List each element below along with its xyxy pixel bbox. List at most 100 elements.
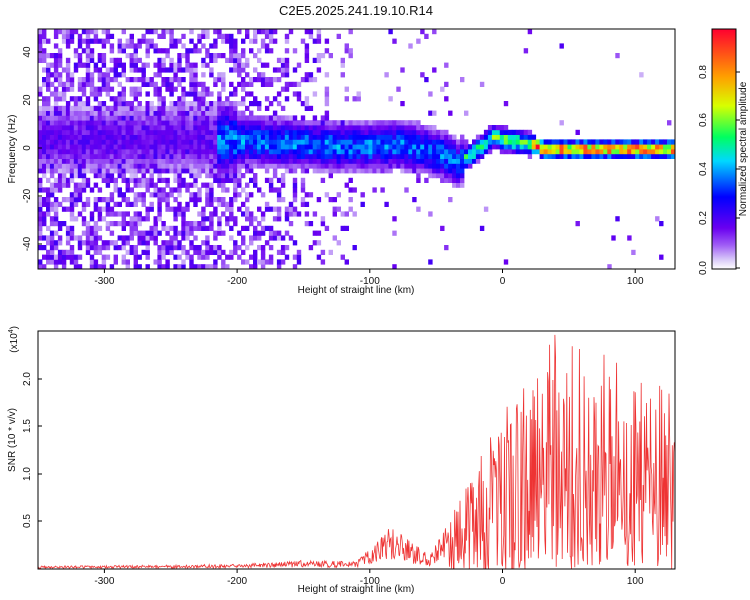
spectrogram-cell	[193, 91, 198, 97]
spectrogram-cell	[249, 168, 254, 174]
spectrogram-cell	[145, 177, 150, 183]
spectrogram-cell	[380, 139, 385, 145]
spectrogram-cell	[424, 139, 429, 145]
spectrogram-cell	[233, 67, 238, 73]
spectrogram-cell	[324, 96, 330, 102]
spectrogram-cell	[213, 120, 218, 126]
spectrogram-cell	[65, 235, 71, 241]
spectrogram-cell	[205, 86, 210, 92]
spectrogram-cell	[165, 48, 170, 54]
spectrogram-cell	[65, 144, 71, 150]
spectrogram-cell	[85, 67, 91, 73]
spectrogram-cell	[173, 120, 178, 126]
spectrogram-cell	[109, 67, 115, 73]
spectrogram-cell	[93, 197, 99, 203]
spectrogram-cell	[320, 53, 326, 59]
spectrogram-cell	[257, 29, 262, 35]
spectrogram-cell	[388, 158, 393, 164]
spectrogram-cell	[225, 206, 230, 212]
spectrogram-cell	[185, 158, 190, 164]
spectrogram-cell	[257, 153, 262, 159]
spectrogram-cell	[129, 144, 134, 150]
spectrogram-cell	[272, 216, 278, 222]
spectrogram-cell	[81, 101, 87, 107]
spectrogram-cell	[189, 259, 194, 265]
spectrogram-cell	[133, 259, 138, 265]
spectrogram-cell	[296, 254, 302, 260]
spectrogram-cell	[129, 77, 134, 83]
spectrogram-cell	[121, 153, 126, 159]
y-tick-label: 20	[22, 94, 33, 106]
spectrogram-cell	[332, 153, 337, 159]
spectrogram-cell	[93, 144, 99, 150]
spectrogram-cell	[165, 245, 170, 251]
spectrogram-cell	[205, 129, 210, 135]
spectrogram-cell	[460, 77, 465, 83]
spectrogram-cell	[65, 240, 71, 246]
spectrogram-cell	[38, 43, 43, 49]
spectrogram-cell	[125, 201, 130, 207]
spectrogram-cell	[89, 235, 95, 241]
spectrogram-cell	[46, 163, 51, 169]
spectrogram-cell	[225, 125, 230, 131]
spectrogram-cell	[225, 177, 230, 183]
spectrogram-cell	[121, 115, 126, 121]
spectrogram-cell	[336, 134, 341, 140]
spectrogram-cell	[233, 158, 238, 164]
spectrogram-cell	[400, 101, 405, 107]
spectrogram-cell	[105, 129, 111, 135]
spectrogram-cell	[97, 67, 103, 73]
spectrogram-cell	[444, 168, 449, 174]
spectrogram-cell	[205, 115, 210, 121]
spectrogram-cell	[81, 77, 87, 83]
spectrogram-cell	[189, 230, 194, 236]
spectrogram-cell	[197, 249, 202, 255]
spectrogram-cell	[229, 48, 234, 54]
spectrogram-cell	[49, 206, 55, 212]
spectrogram-cell	[157, 187, 162, 193]
spectrogram-cell	[284, 245, 290, 251]
spectrogram-cell	[428, 91, 433, 97]
spectrogram-cell	[77, 43, 83, 49]
spectrogram-cell	[213, 177, 218, 183]
spectrogram-cell	[257, 77, 262, 83]
spectrogram-cell	[328, 129, 333, 135]
spectrogram-cell	[241, 48, 246, 54]
spectrogram-cell	[368, 153, 373, 159]
spectrogram-cells	[38, 29, 676, 270]
spectrogram-cell	[77, 163, 83, 169]
spectrogram-cell	[53, 163, 59, 169]
spectrogram-cell	[356, 144, 361, 150]
spectrogram-cell	[189, 144, 194, 150]
spectrogram-cell	[157, 264, 162, 270]
spectrogram-cell	[264, 149, 270, 155]
spectrogram-cell	[201, 139, 206, 145]
spectrogram-cell	[332, 235, 337, 241]
spectrogram-cell	[46, 153, 51, 159]
spectrogram-cell	[611, 144, 616, 150]
spectrogram-cell	[376, 168, 381, 174]
spectrogram-cell	[288, 153, 294, 159]
spectrogram-cell	[432, 139, 437, 145]
spectrogram-cell	[229, 139, 234, 145]
spectrogram-cell	[324, 134, 330, 140]
spectrogram-cell	[384, 149, 389, 155]
spectrogram-cell	[535, 149, 541, 155]
spectrogram-cell	[332, 125, 337, 131]
spectrogram-cell	[276, 139, 282, 145]
spectrogram-cell	[121, 120, 126, 126]
spectrogram-cell	[396, 149, 401, 155]
spectrogram-cell	[356, 120, 361, 126]
snr-x-axis: -300 -200 -100 0 100 Height of straight …	[94, 569, 644, 595]
spectrogram-cell	[253, 230, 258, 236]
spectrogram-cell	[165, 139, 170, 145]
spectrogram-cell	[129, 101, 134, 107]
spectrogram-cell	[133, 149, 138, 155]
spectrogram-cell	[57, 235, 63, 241]
spectrogram-cell	[388, 96, 393, 102]
spectrogram-cell	[213, 211, 218, 217]
spectrogram-cell	[93, 139, 99, 145]
spectrogram-cell	[316, 240, 322, 246]
spectrogram-cell	[49, 221, 55, 227]
spectrogram-cell	[448, 168, 453, 174]
